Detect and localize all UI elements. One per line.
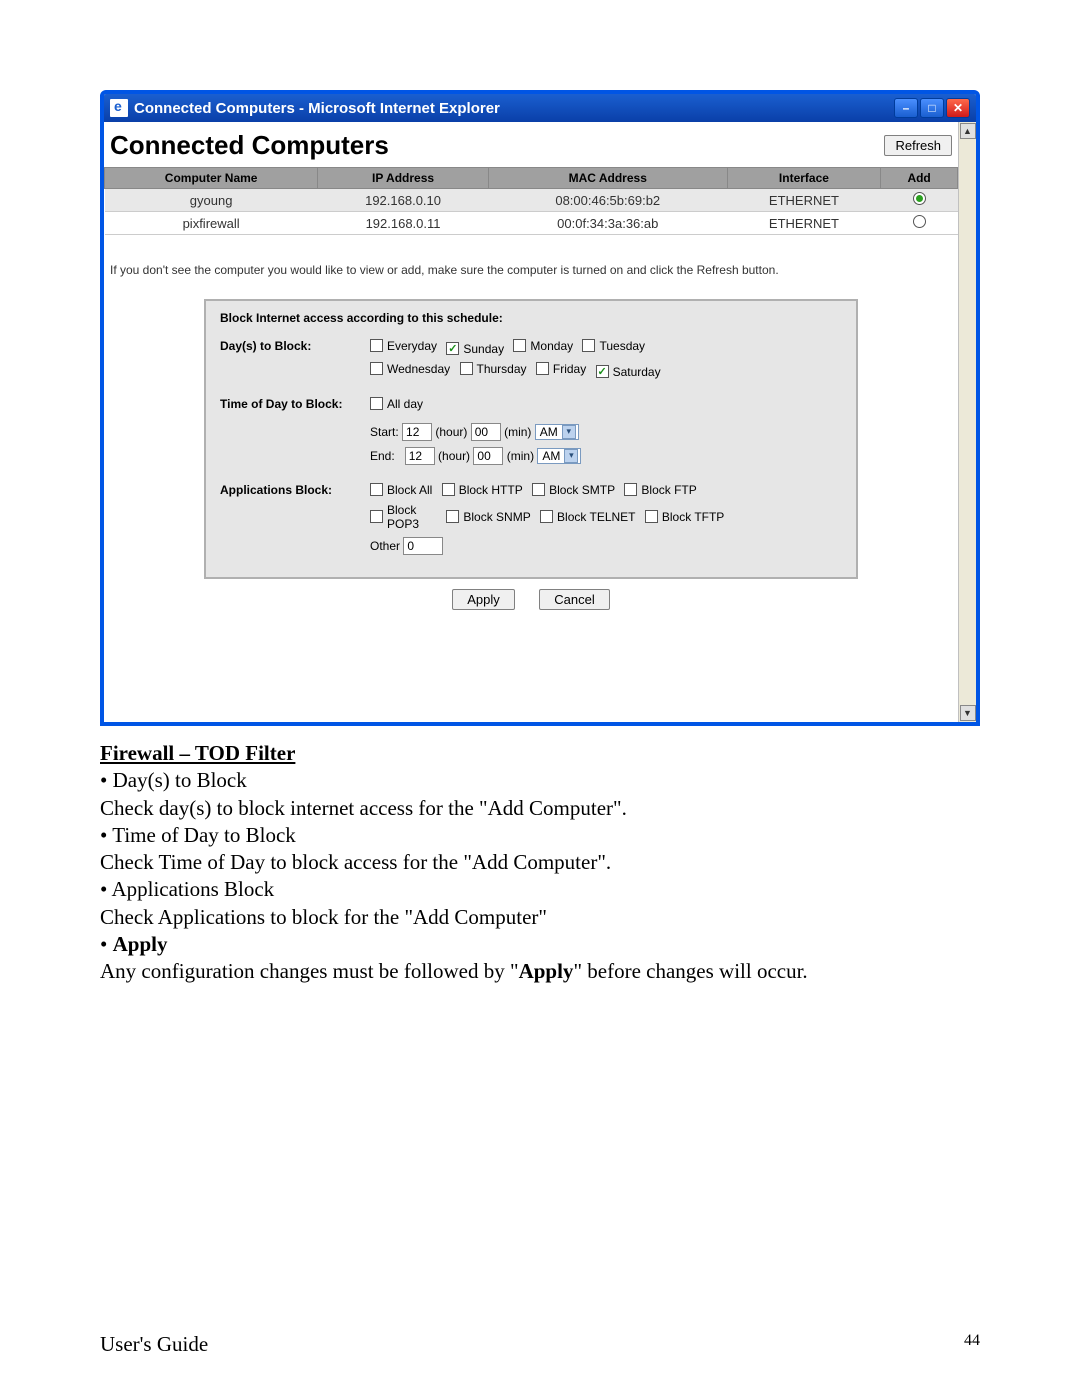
cell-iface: ETHERNET [727, 189, 881, 212]
desc-time: Check Time of Day to block access for th… [100, 849, 980, 876]
desc-apps: Check Applications to block for the "Add… [100, 904, 980, 931]
titlebar: Connected Computers - Microsoft Internet… [104, 94, 976, 122]
footer-left: User's Guide [100, 1332, 208, 1357]
days-group: Everyday ✓Sunday Monday Tuesday Wednesda… [370, 339, 842, 385]
apps-label: Applications Block: [220, 483, 370, 555]
document-body: Firewall – TOD Filter Day(s) to Block Ch… [100, 740, 980, 986]
end-hour-input[interactable] [405, 447, 435, 465]
block-pop3-checkbox[interactable] [370, 510, 383, 523]
schedule-panel: Block Internet access according to this … [204, 299, 858, 579]
desc-apply: Any configuration changes must be follow… [100, 958, 980, 985]
cell-ip: 192.168.0.10 [318, 189, 489, 212]
bullet-apply: Apply [100, 931, 980, 958]
allday-checkbox[interactable] [370, 397, 383, 410]
end-min-input[interactable] [473, 447, 503, 465]
bullet-days: Day(s) to Block [100, 767, 980, 794]
col-iface: Interface [727, 168, 881, 189]
add-radio[interactable] [913, 192, 926, 205]
page-number: 44 [964, 1332, 980, 1357]
bullet-apps: Applications Block [100, 876, 980, 903]
block-all-checkbox[interactable] [370, 483, 383, 496]
close-button[interactable]: ✕ [946, 98, 970, 118]
cell-mac: 08:00:46:5b:69:b2 [488, 189, 727, 212]
scroll-up-icon[interactable]: ▲ [960, 123, 976, 139]
chevron-down-icon: ▾ [564, 449, 578, 463]
minimize-button[interactable]: – [894, 98, 918, 118]
tuesday-checkbox[interactable] [582, 339, 595, 352]
page-title: Connected Computers [110, 130, 884, 161]
table-row: gyoung 192.168.0.10 08:00:46:5b:69:b2 ET… [105, 189, 958, 212]
chevron-down-icon: ▾ [562, 425, 576, 439]
col-name: Computer Name [105, 168, 318, 189]
apply-button[interactable]: Apply [452, 589, 515, 610]
schedule-title: Block Internet access according to this … [220, 311, 842, 325]
start-min-input[interactable] [471, 423, 501, 441]
wednesday-checkbox[interactable] [370, 362, 383, 375]
col-add: Add [881, 168, 958, 189]
block-tftp-checkbox[interactable] [645, 510, 658, 523]
vertical-scrollbar[interactable]: ▲ ▼ [958, 122, 976, 722]
bullet-time: Time of Day to Block [100, 822, 980, 849]
friday-checkbox[interactable] [536, 362, 549, 375]
cell-name: gyoung [105, 189, 318, 212]
sunday-checkbox[interactable]: ✓ [446, 342, 459, 355]
everyday-checkbox[interactable] [370, 339, 383, 352]
col-ip: IP Address [318, 168, 489, 189]
scroll-down-icon[interactable]: ▼ [960, 705, 976, 721]
section-title: Firewall – TOD Filter [100, 740, 980, 767]
desc-days: Check day(s) to block internet access fo… [100, 795, 980, 822]
block-smtp-checkbox[interactable] [532, 483, 545, 496]
ie-icon [110, 99, 128, 117]
cell-ip: 192.168.0.11 [318, 212, 489, 235]
maximize-button[interactable]: □ [920, 98, 944, 118]
devices-table: Computer Name IP Address MAC Address Int… [104, 167, 958, 235]
monday-checkbox[interactable] [513, 339, 526, 352]
window-title: Connected Computers - Microsoft Internet… [134, 100, 500, 117]
page-footer: User's Guide 44 [100, 1332, 980, 1357]
start-hour-input[interactable] [402, 423, 432, 441]
cell-mac: 00:0f:34:3a:36:ab [488, 212, 727, 235]
cancel-button[interactable]: Cancel [539, 589, 609, 610]
block-http-checkbox[interactable] [442, 483, 455, 496]
refresh-button[interactable]: Refresh [884, 135, 952, 156]
thursday-checkbox[interactable] [460, 362, 473, 375]
ie-window: Connected Computers - Microsoft Internet… [100, 90, 980, 726]
content-area: Connected Computers Refresh Computer Nam… [104, 122, 958, 722]
days-label: Day(s) to Block: [220, 339, 370, 385]
table-row: pixfirewall 192.168.0.11 00:0f:34:3a:36:… [105, 212, 958, 235]
refresh-note: If you don't see the computer you would … [110, 263, 952, 279]
cell-name: pixfirewall [105, 212, 318, 235]
cell-iface: ETHERNET [727, 212, 881, 235]
end-ampm-select[interactable]: AM▾ [537, 448, 581, 464]
col-mac: MAC Address [488, 168, 727, 189]
start-ampm-select[interactable]: AM▾ [535, 424, 579, 440]
block-snmp-checkbox[interactable] [446, 510, 459, 523]
block-telnet-checkbox[interactable] [540, 510, 553, 523]
block-ftp-checkbox[interactable] [624, 483, 637, 496]
time-label: Time of Day to Block: [220, 397, 370, 471]
saturday-checkbox[interactable]: ✓ [596, 365, 609, 378]
add-radio[interactable] [913, 215, 926, 228]
other-input[interactable] [403, 537, 443, 555]
